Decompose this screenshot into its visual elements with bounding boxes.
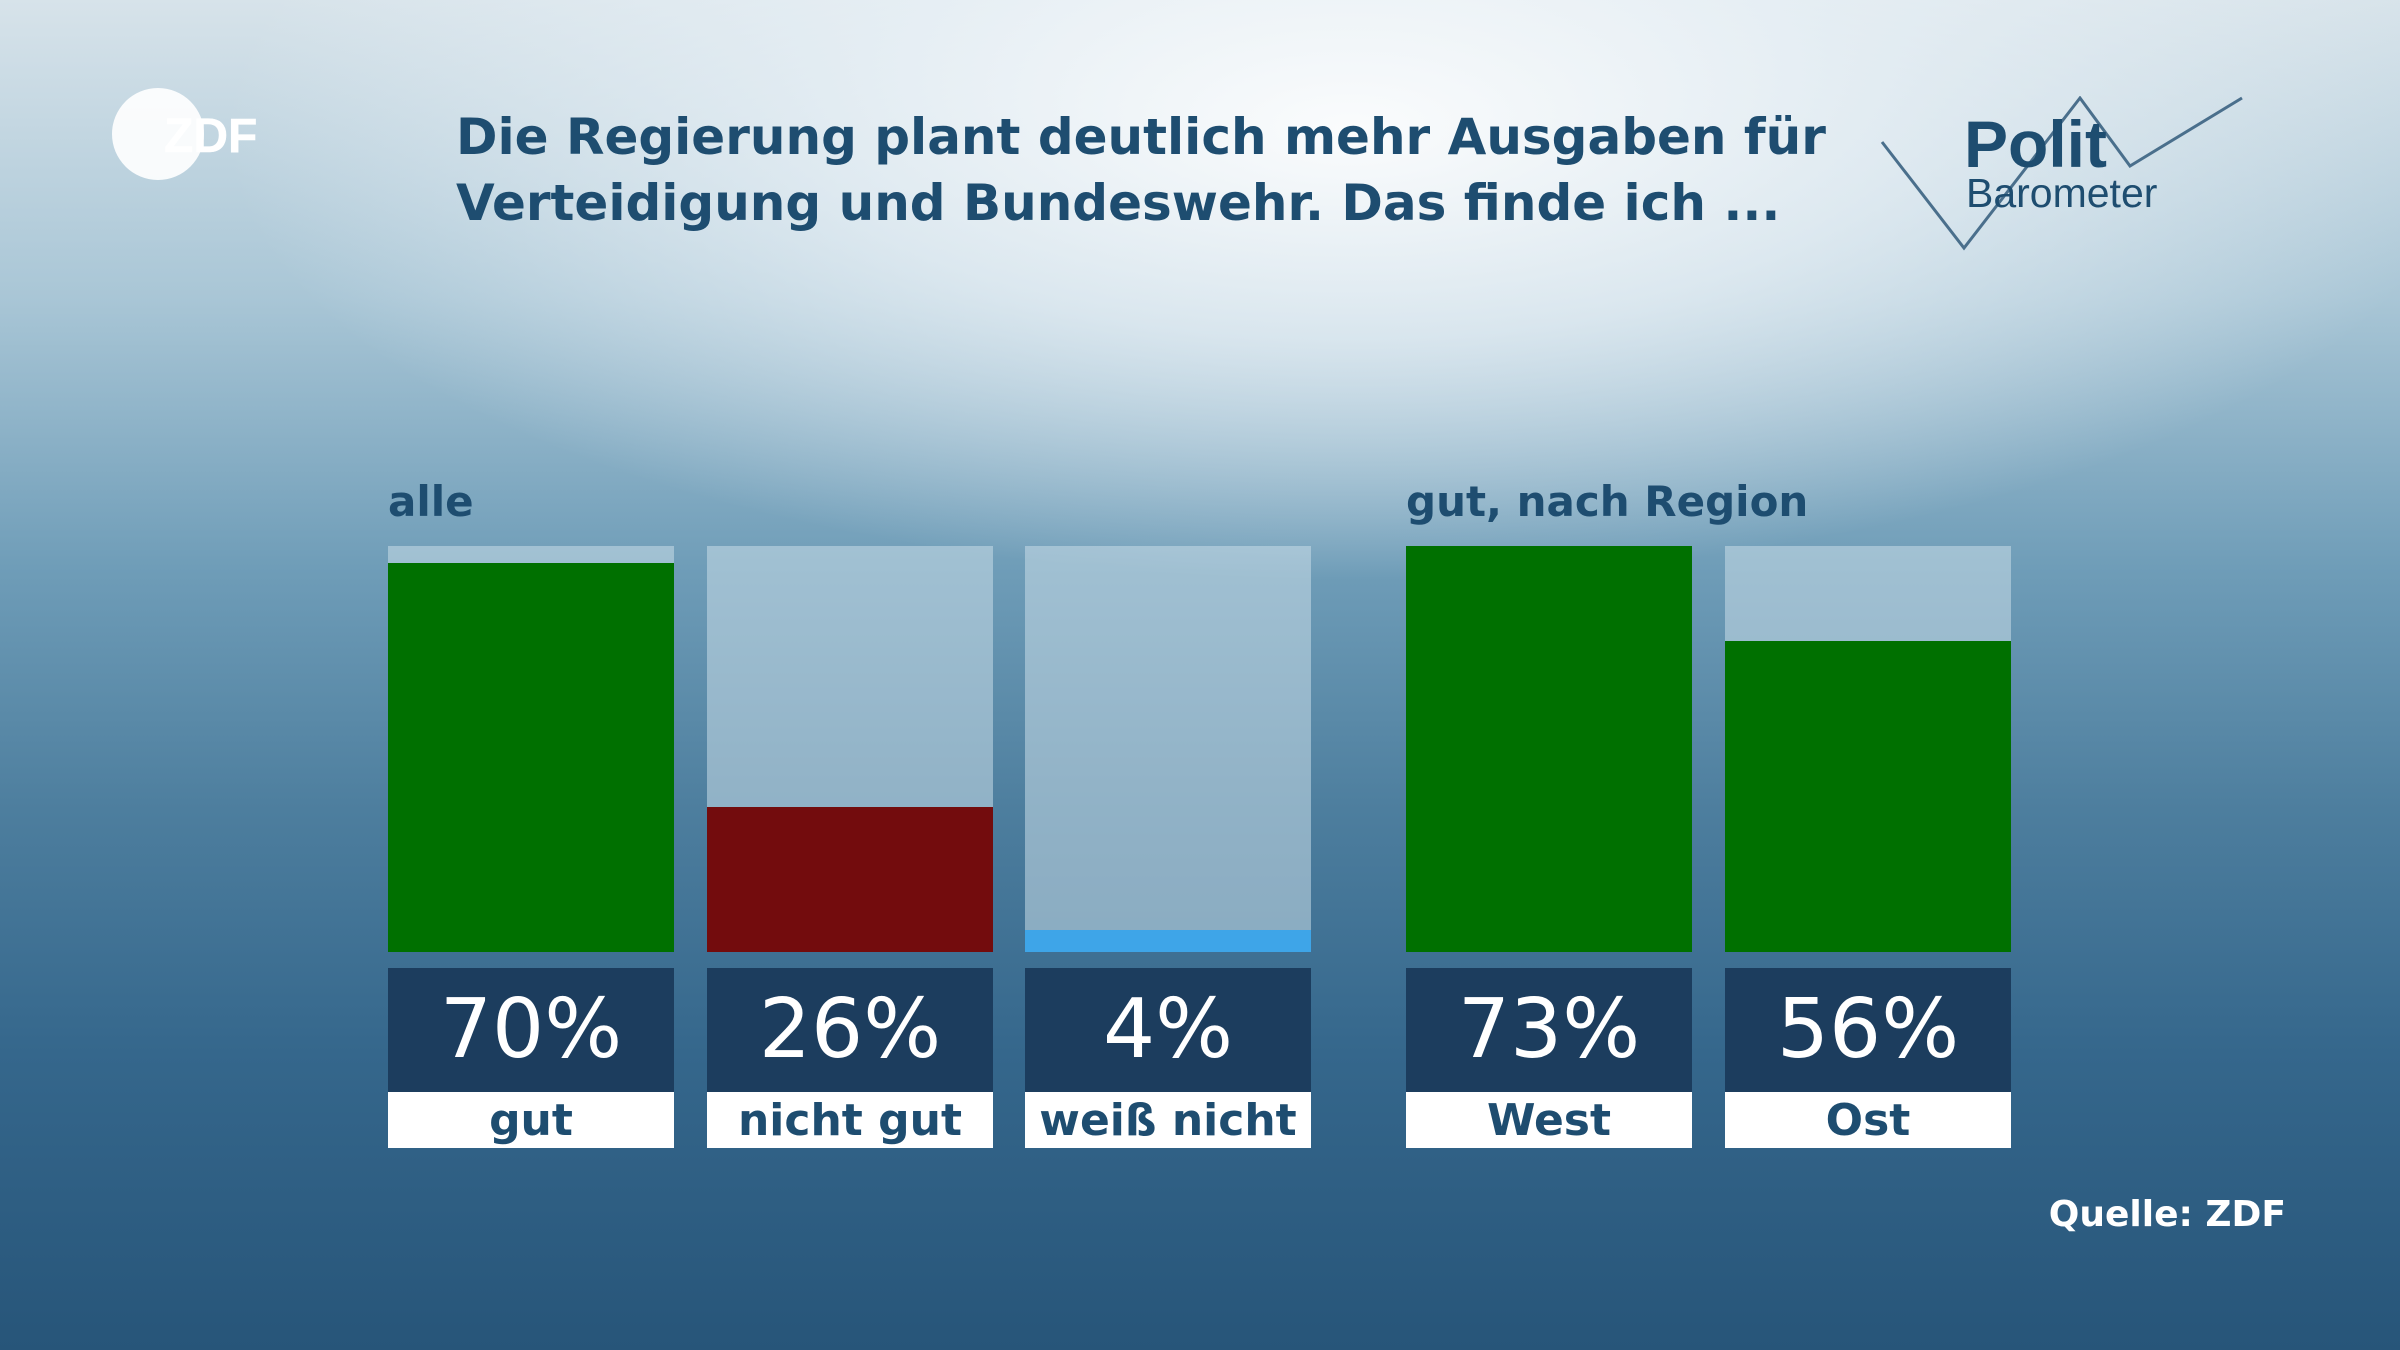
- category-label-weiss-nicht: weiß nicht: [1025, 1092, 1311, 1148]
- category-label-nicht-gut: nicht gut: [707, 1092, 993, 1148]
- bar-nicht-gut: [707, 807, 993, 952]
- bar-ost: [1725, 641, 2011, 952]
- bar-column-gut: 70% gut: [388, 546, 674, 1148]
- group-title-alle: alle: [388, 477, 474, 526]
- politbarometer-word-barometer: Barometer: [1966, 170, 2158, 216]
- bar-column-ost: 56% Ost: [1725, 546, 2011, 1148]
- bar-column-west: 73% West: [1406, 546, 1692, 1148]
- source-note: Quelle: ZDF: [2048, 1194, 2286, 1235]
- bar-weiss-nicht: [1025, 930, 1311, 952]
- category-label-ost: Ost: [1725, 1092, 2011, 1148]
- group-title-region: gut, nach Region: [1406, 477, 1809, 526]
- bar-west: [1406, 546, 1692, 952]
- bar-track: [1025, 546, 1311, 952]
- bar-column-weiss-nicht: 4% weiß nicht: [1025, 546, 1311, 1148]
- zdf-logo-text: ZDF: [164, 110, 257, 163]
- bar-gut: [388, 563, 674, 952]
- politbarometer-logo-line: [1880, 96, 2243, 251]
- bar-track: [707, 546, 993, 952]
- bar-track: [388, 546, 674, 952]
- value-label-west: 73%: [1406, 968, 1692, 1092]
- value-label-ost: 56%: [1725, 968, 2011, 1092]
- value-label-gut: 70%: [388, 968, 674, 1092]
- category-label-west: West: [1406, 1092, 1692, 1148]
- value-label-weiss-nicht: 4%: [1025, 968, 1311, 1092]
- bar-column-nicht-gut: 26% nicht gut: [707, 546, 993, 1148]
- bar-track: [1725, 546, 2011, 952]
- zdf-logo: ZDF: [112, 88, 258, 180]
- category-label-gut: gut: [388, 1092, 674, 1148]
- politbarometer-word-polit: Polit: [1964, 107, 2107, 181]
- chart-title: Die Regierung plant deutlich mehr Ausgab…: [456, 108, 1826, 232]
- bar-track: [1406, 546, 1692, 952]
- value-label-nicht-gut: 26%: [707, 968, 993, 1092]
